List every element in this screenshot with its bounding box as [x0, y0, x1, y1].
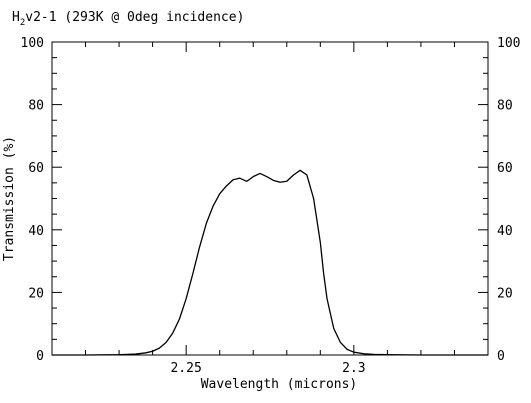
y-tick-label-right: 60 — [497, 161, 513, 176]
plot-frame — [51, 41, 489, 356]
y-tick-label-right: 80 — [497, 99, 513, 114]
tick-marks — [51, 41, 489, 356]
y-tick-label-right: 0 — [497, 349, 505, 364]
y-axis-label: Transmission (%) — [2, 136, 17, 261]
y-tick-label-right: 100 — [497, 36, 520, 51]
y-tick-label-left: 40 — [28, 224, 44, 239]
y-tick-label-left: 80 — [28, 99, 44, 114]
y-tick-label-left: 0 — [36, 349, 44, 364]
x-tick-label: 2.25 — [170, 361, 201, 376]
chart-title: H2v2-1 (293K @ 0deg incidence) — [12, 10, 244, 28]
y-tick-label-right: 40 — [497, 224, 513, 239]
y-tick-label-left: 60 — [28, 161, 44, 176]
y-tick-label-left: 100 — [21, 36, 44, 51]
y-tick-label-right: 20 — [497, 286, 513, 301]
y-tick-label-left: 20 — [28, 286, 44, 301]
x-axis-label: Wavelength (microns) — [201, 377, 358, 392]
series-transmission-curve — [52, 169, 488, 356]
x-tick-label: 2.3 — [342, 361, 365, 376]
tick-labels: 2.25 2.3 0 0 20 20 40 40 60 60 80 80 100 100 — [21, 36, 521, 376]
